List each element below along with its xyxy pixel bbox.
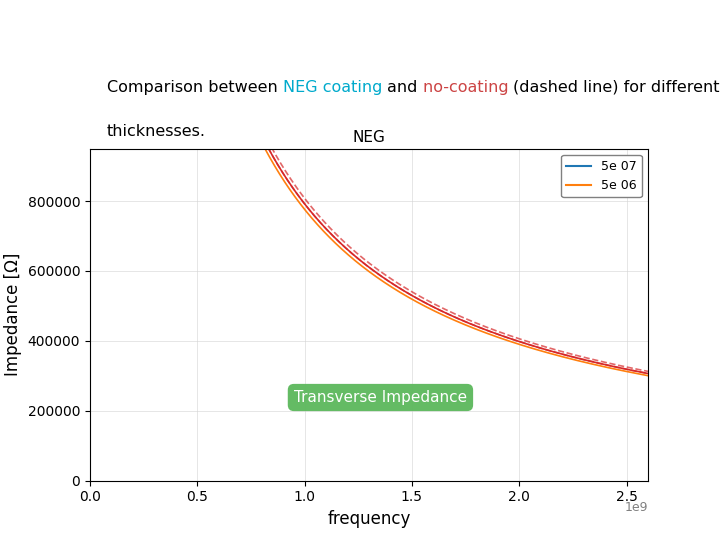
Legend: 5e 07, 5e 06: 5e 07, 5e 06 xyxy=(561,155,642,197)
Text: 1e9: 1e9 xyxy=(624,501,648,514)
Text: NEG coating: NEG coating xyxy=(283,79,387,94)
Text: thicknesses.: thicknesses. xyxy=(107,124,206,139)
Y-axis label: Impedance [Ω]: Impedance [Ω] xyxy=(4,253,22,376)
X-axis label: frequency: frequency xyxy=(328,510,410,528)
Text: Comparison between: Comparison between xyxy=(107,79,283,94)
Text: no-coating: no-coating xyxy=(423,79,513,94)
Text: Transverse Impedance: Transverse Impedance xyxy=(294,390,467,405)
Text: and: and xyxy=(387,79,423,94)
Text: (dashed line) for different layer: (dashed line) for different layer xyxy=(513,79,720,94)
Title: NEG: NEG xyxy=(353,130,385,145)
